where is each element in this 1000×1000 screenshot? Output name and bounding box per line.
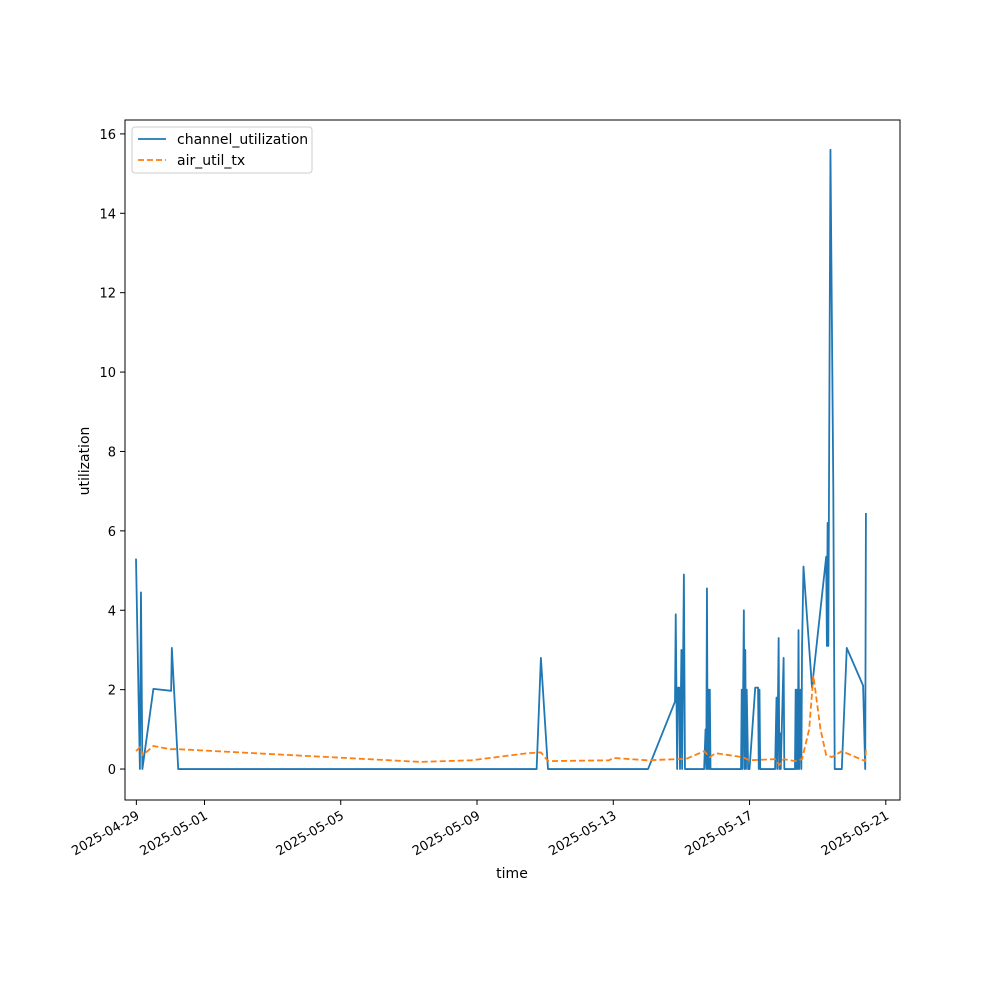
legend-label-air_util_tx: air_util_tx — [177, 153, 245, 169]
y-tick-label: 16 — [99, 128, 116, 143]
legend: channel_utilization air_util_tx — [131, 126, 313, 174]
legend-label-channel_utilization: channel_utilization — [177, 132, 308, 148]
y-tick-label: 8 — [108, 445, 116, 460]
y-axis-label: utilization — [77, 427, 93, 496]
series-line-channel_utilization — [135, 148, 867, 770]
x-axis-label: time — [496, 866, 528, 882]
legend-box — [131, 126, 313, 174]
y-tick-label: 4 — [108, 604, 116, 619]
y-tick-label: 0 — [108, 763, 116, 778]
axes-frame — [124, 119, 901, 801]
series-line-air_util_tx — [135, 674, 867, 766]
y-tick-label: 12 — [99, 287, 116, 302]
series-layer — [135, 148, 867, 770]
y-tick-label: 2 — [108, 684, 116, 699]
y-tick-label: 10 — [99, 366, 116, 381]
plot-area — [125, 120, 900, 800]
y-tick-label: 6 — [108, 525, 116, 540]
y-tick-label: 14 — [99, 207, 116, 222]
plot-background — [125, 120, 900, 800]
